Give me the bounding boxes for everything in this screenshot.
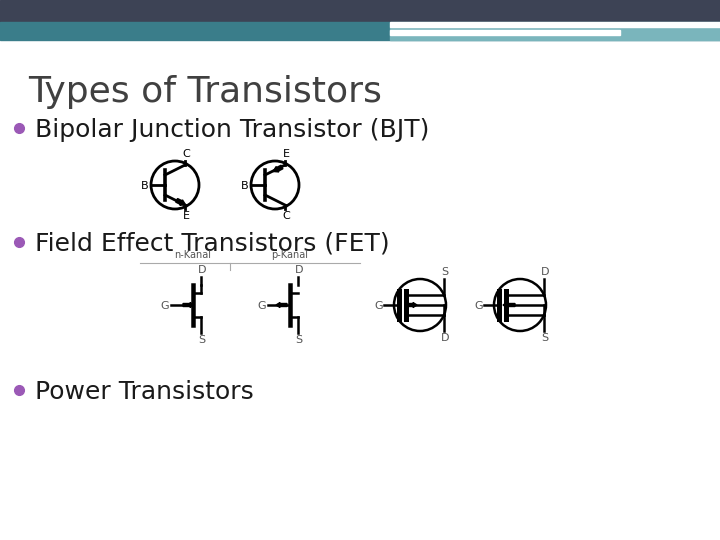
- Text: B: B: [140, 181, 148, 191]
- Text: E: E: [282, 149, 289, 159]
- Text: D: D: [198, 265, 206, 275]
- Text: D: D: [541, 267, 549, 277]
- Text: G: G: [474, 301, 483, 311]
- FancyArrow shape: [273, 165, 283, 172]
- Bar: [390, 30, 620, 35]
- FancyArrow shape: [276, 302, 287, 307]
- Text: Field Effect Transistors (FET): Field Effect Transistors (FET): [35, 232, 390, 256]
- FancyArrow shape: [503, 302, 515, 307]
- Text: C: C: [182, 149, 190, 159]
- Text: S: S: [441, 267, 449, 277]
- Text: B: B: [240, 181, 248, 191]
- Text: D: D: [441, 333, 449, 343]
- Text: Bipolar Junction Transistor (BJT): Bipolar Junction Transistor (BJT): [35, 118, 429, 142]
- Text: S: S: [541, 333, 549, 343]
- FancyArrow shape: [405, 302, 417, 307]
- Bar: [390, 27, 720, 40]
- Text: E: E: [182, 211, 189, 221]
- Text: Power Transistors: Power Transistors: [35, 380, 253, 404]
- Text: Types of Transistors: Types of Transistors: [28, 75, 382, 109]
- Text: D: D: [294, 265, 303, 275]
- Text: S: S: [295, 335, 302, 345]
- Text: S: S: [199, 335, 206, 345]
- FancyArrow shape: [183, 302, 194, 307]
- Text: p-Kanal: p-Kanal: [271, 250, 308, 260]
- Text: n-Kanal: n-Kanal: [174, 250, 212, 260]
- Text: G: G: [161, 301, 169, 311]
- Bar: [390, 22, 720, 27]
- Bar: [0, 0, 720, 22]
- Text: G: G: [374, 301, 383, 311]
- Text: G: G: [257, 301, 266, 311]
- Text: C: C: [282, 211, 290, 221]
- Bar: [0, 22, 720, 40]
- FancyArrow shape: [176, 199, 186, 205]
